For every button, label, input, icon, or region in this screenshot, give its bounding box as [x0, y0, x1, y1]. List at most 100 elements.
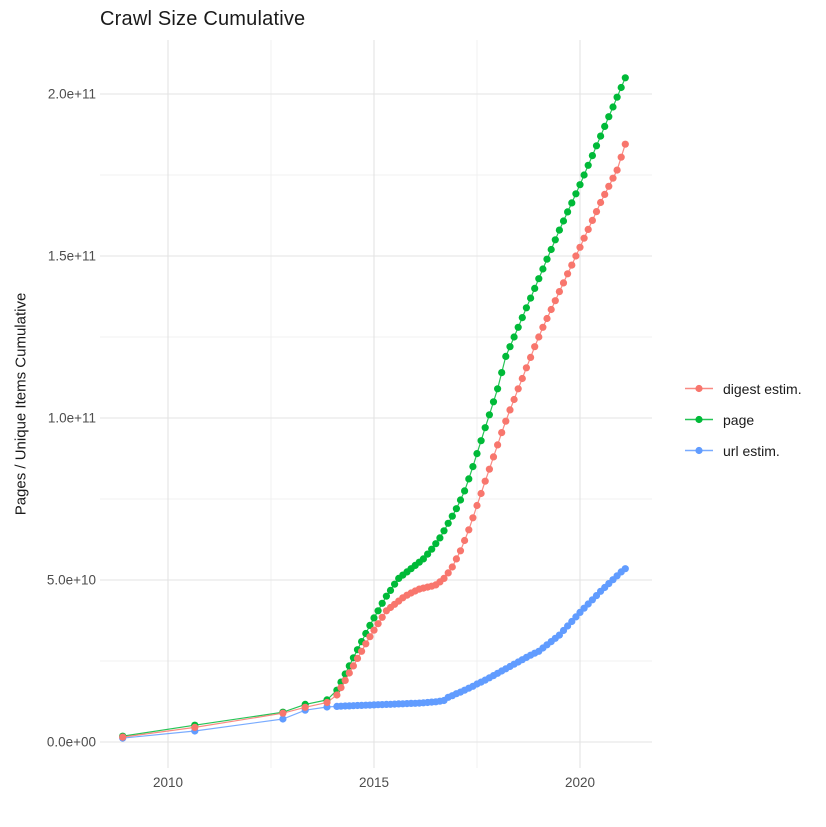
data-point-digest-estim [535, 333, 543, 341]
data-point-page [555, 226, 564, 234]
data-point-url-estim [555, 631, 564, 639]
data-point-digest-estim [506, 406, 514, 414]
data-point-digest-estim [531, 343, 539, 351]
data-point-page [424, 550, 432, 558]
data-point-digest-estim [609, 174, 617, 182]
data-point-digest-estim [456, 547, 465, 555]
data-point-digest-estim [279, 709, 287, 717]
data-point-page [580, 171, 588, 179]
data-point-digest-estim [551, 297, 559, 305]
data-point-digest-estim [584, 225, 592, 233]
data-point-digest-estim [564, 270, 572, 278]
data-point-url-estim [279, 715, 287, 723]
data-point-digest-estim [518, 374, 526, 383]
data-point-page [584, 161, 592, 169]
legend-item: page [684, 409, 802, 430]
data-point-url-estim [564, 622, 572, 630]
data-point-digest-estim [555, 288, 564, 296]
data-point-page [543, 255, 551, 263]
data-point-digest-estim [353, 654, 362, 663]
data-point-digest-estim [502, 417, 510, 425]
data-point-digest-estim [465, 526, 473, 534]
y-tick-label: 1.0e+11 [48, 411, 96, 426]
y-tick-label: 0.0e+00 [47, 735, 96, 750]
data-point-digest-estim [527, 353, 535, 361]
data-point-digest-estim [349, 662, 357, 670]
legend-point-icon [685, 415, 713, 424]
data-point-page [568, 199, 576, 207]
data-point-digest-estim [477, 489, 485, 498]
data-point-page [370, 614, 378, 622]
data-point-digest-estim [452, 555, 460, 563]
data-point-page [489, 398, 498, 406]
data-point-page [613, 93, 621, 101]
data-point-digest-estim [485, 465, 493, 473]
data-point-digest-estim [333, 691, 341, 699]
series-line-digest-estim [122, 144, 626, 738]
data-point-page [559, 217, 568, 225]
data-point-digest-estim [613, 166, 621, 174]
y-tick-label: 2.0e+11 [48, 87, 96, 102]
data-point-page [531, 284, 539, 292]
data-point-digest-estim [481, 477, 489, 485]
data-point-page [621, 74, 629, 82]
data-point-digest-estim [514, 385, 522, 393]
data-point-digest-estim [440, 574, 448, 583]
data-point-page [477, 437, 485, 445]
data-point-digest-estim [617, 153, 625, 161]
data-point-url-estim [568, 617, 576, 626]
legend-key-dot [695, 384, 703, 393]
y-tick-label: 5.0e+10 [47, 573, 96, 588]
data-point-digest-estim [301, 703, 309, 711]
data-point-page [481, 424, 489, 432]
data-point-page [436, 534, 444, 542]
data-point-page [456, 496, 465, 504]
data-point-page [539, 265, 547, 273]
data-point-digest-estim [374, 620, 382, 628]
legend-key-dot [695, 446, 703, 455]
data-point-page [494, 385, 502, 393]
data-point-digest-estim [576, 243, 584, 251]
data-point-digest-estim [370, 626, 378, 634]
data-point-digest-estim [378, 613, 386, 621]
data-point-page [461, 487, 469, 495]
data-point-page [510, 333, 518, 341]
data-point-page [592, 142, 601, 150]
x-tick-label: 2010 [153, 775, 183, 790]
data-point-page [535, 275, 543, 283]
data-point-digest-estim [444, 569, 452, 577]
data-point-page [428, 545, 436, 553]
data-point-page [374, 607, 382, 615]
data-point-digest-estim [543, 314, 551, 323]
data-point-digest-estim [191, 723, 199, 732]
data-point-digest-estim [448, 563, 456, 571]
data-point-digest-estim [469, 514, 477, 522]
data-point-page [506, 343, 514, 351]
legend: digest estim. page url estim. [684, 378, 802, 471]
y-tick-label: 1.5e+11 [48, 249, 96, 264]
data-point-page [448, 512, 456, 520]
chart-title: Crawl Size Cumulative [100, 8, 306, 30]
data-point-page [609, 103, 617, 111]
data-point-page [465, 475, 473, 483]
legend-item: url estim. [684, 440, 802, 461]
data-point-page [547, 245, 555, 254]
data-point-digest-estim [597, 198, 605, 207]
data-point-page [605, 113, 613, 121]
data-point-page [572, 190, 580, 198]
data-point-page [597, 132, 605, 140]
data-point-page [498, 369, 506, 377]
data-point-page [485, 411, 493, 419]
data-point-page [576, 181, 584, 189]
series-line-page [122, 77, 626, 737]
data-point-digest-estim [605, 182, 613, 190]
data-point-page [473, 450, 481, 458]
data-point-digest-estim [510, 395, 518, 404]
data-point-page [588, 152, 597, 160]
data-point-page [378, 599, 386, 607]
data-point-page [518, 314, 526, 322]
data-point-digest-estim [345, 669, 353, 677]
data-point-digest-estim [489, 453, 498, 461]
